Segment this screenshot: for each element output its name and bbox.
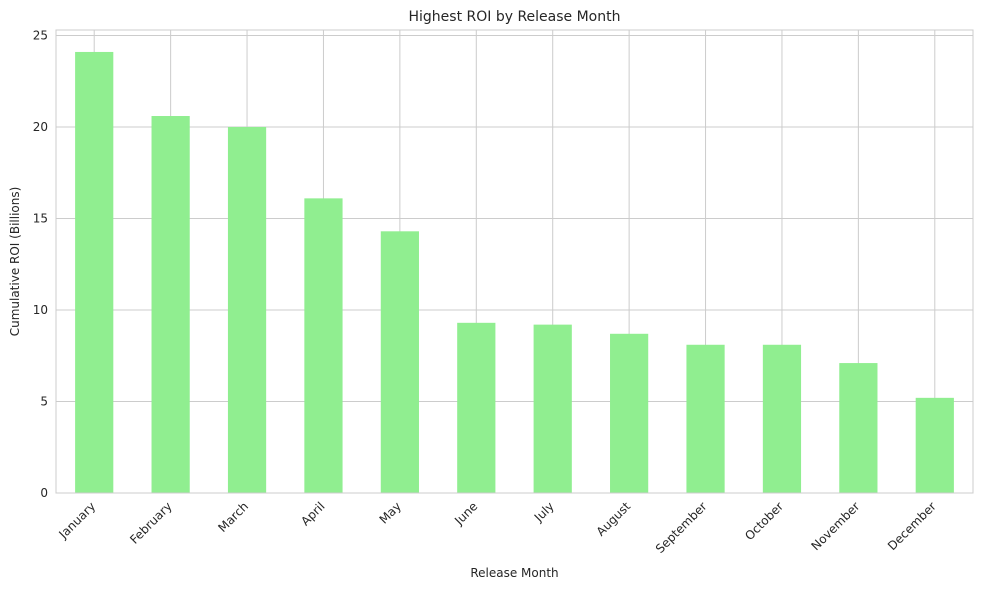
chart-title: Highest ROI by Release Month — [408, 9, 620, 25]
x-tick-label: November — [808, 499, 862, 553]
x-tick-label: June — [451, 499, 480, 528]
x-tick-label: August — [594, 499, 634, 539]
x-tick-label: July — [531, 499, 557, 525]
x-tick-label: March — [215, 499, 251, 535]
x-axis-label: Release Month — [470, 566, 558, 580]
x-tick-label: May — [377, 499, 404, 526]
bar-april — [304, 198, 343, 493]
bar-october — [762, 344, 802, 493]
bar-september — [686, 344, 725, 493]
bar-march — [227, 126, 267, 493]
x-tick-label: September — [653, 499, 710, 556]
x-tick-label: January — [56, 499, 99, 542]
y-tick-label: 25 — [33, 28, 48, 42]
bar-november — [839, 363, 878, 493]
bar-december — [915, 397, 954, 493]
x-tick-label: February — [127, 499, 175, 547]
grid-layer — [56, 30, 973, 494]
y-tick-label: 5 — [40, 394, 48, 408]
bar-june — [457, 322, 496, 493]
x-tick-label: December — [885, 499, 939, 553]
bar-july — [533, 324, 572, 493]
y-axis-label: Cumulative ROI (Billions) — [8, 187, 22, 337]
y-tick-label: 0 — [40, 486, 48, 500]
bar-august — [610, 333, 649, 493]
x-tick-label: April — [298, 499, 327, 528]
x-tick-label: October — [742, 499, 786, 543]
y-tick-label: 20 — [33, 120, 48, 134]
bar-february — [151, 116, 190, 494]
y-tick-label: 15 — [33, 211, 48, 225]
y-tick-label: 10 — [33, 303, 48, 317]
bar-january — [75, 51, 114, 493]
bar-layer — [75, 51, 954, 494]
plot-frame — [55, 29, 974, 494]
bar-may — [380, 231, 419, 493]
